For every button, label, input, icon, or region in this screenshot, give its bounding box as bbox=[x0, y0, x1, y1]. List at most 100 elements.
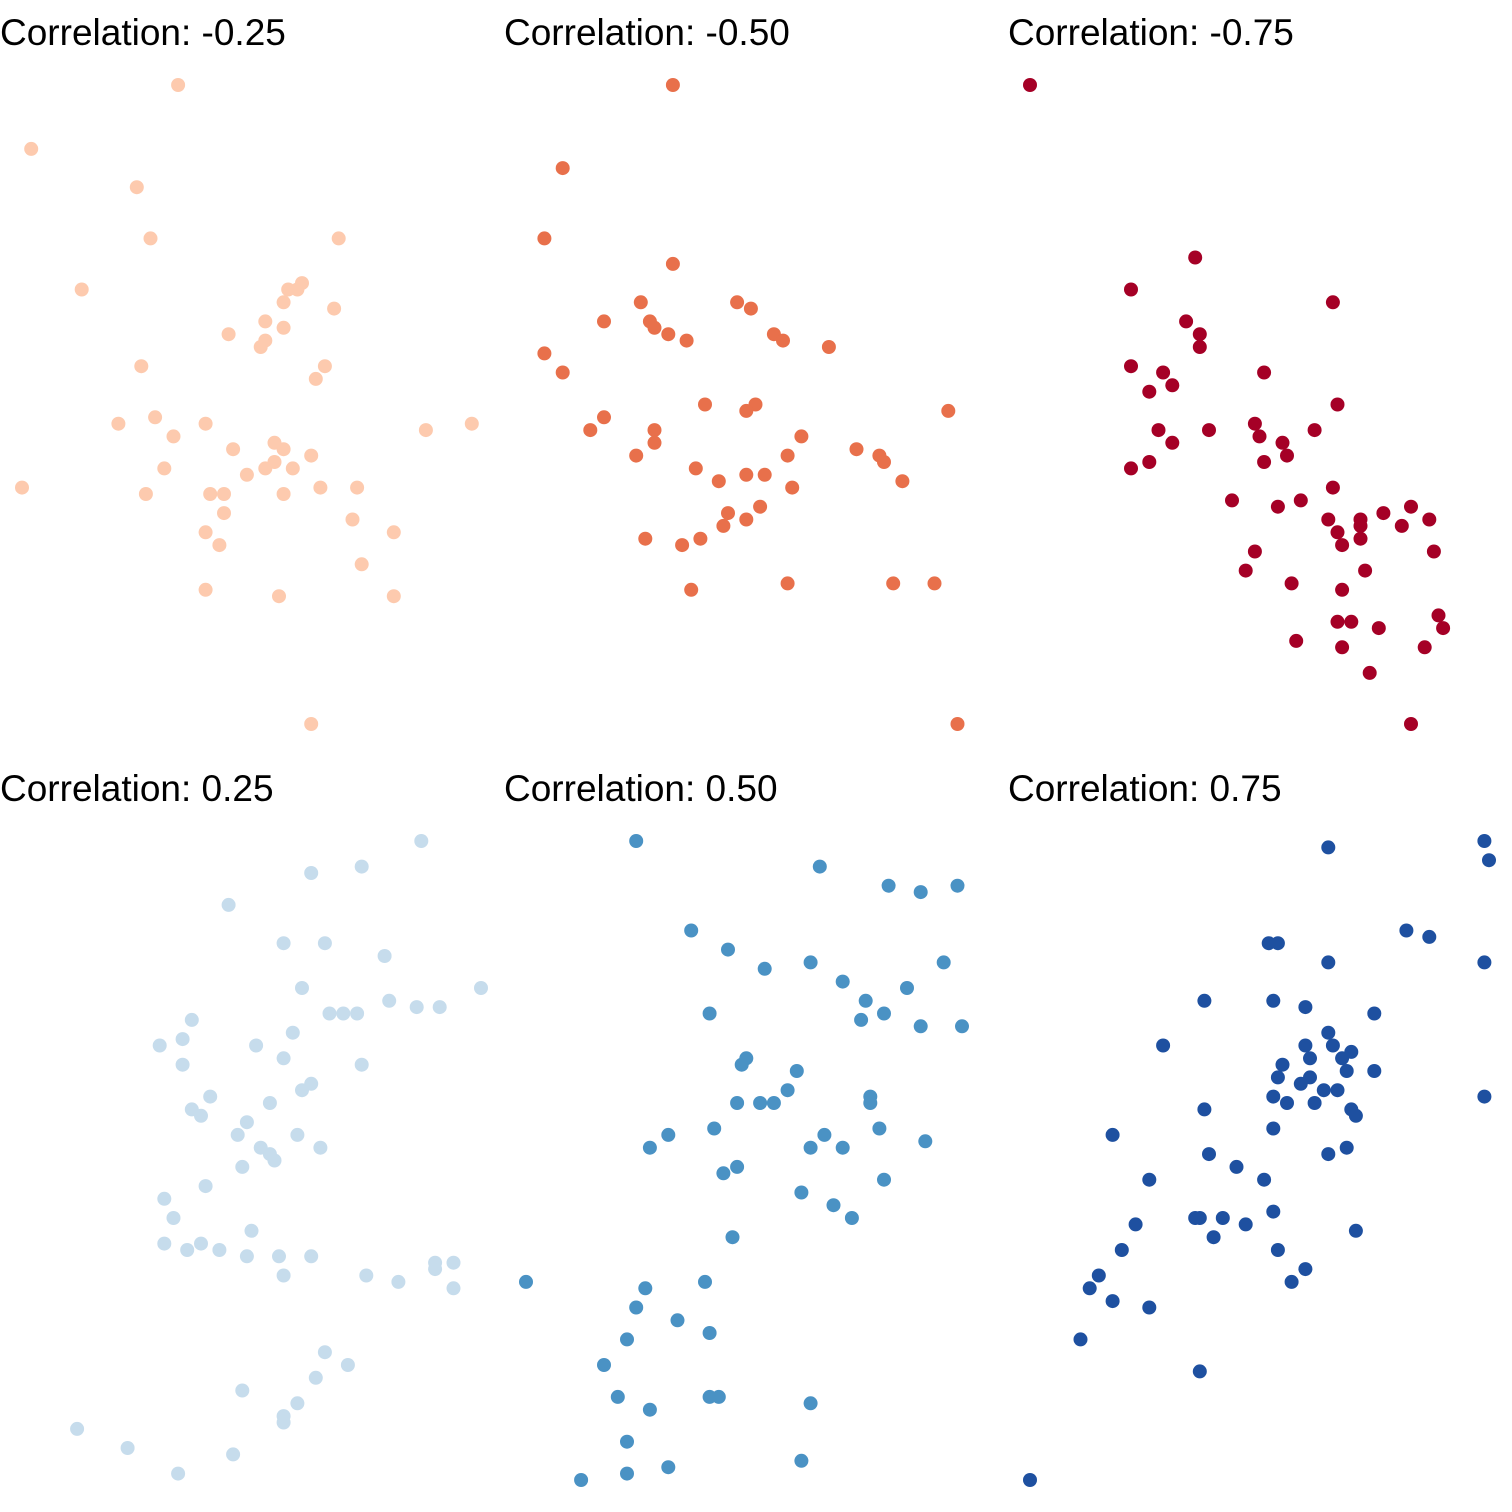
scatter-point bbox=[794, 429, 809, 444]
scatter-point bbox=[198, 582, 213, 597]
scatter-point bbox=[1270, 1070, 1285, 1085]
scatter-point bbox=[757, 467, 772, 482]
scatter-point bbox=[262, 1096, 277, 1110]
scatter-point bbox=[707, 1121, 722, 1136]
scatter-point bbox=[382, 993, 397, 1008]
scatter-point bbox=[730, 295, 745, 310]
scatter-point bbox=[239, 1115, 254, 1130]
scatter-point bbox=[1298, 1038, 1313, 1053]
scatter-point bbox=[184, 1012, 199, 1027]
scatter-point bbox=[304, 717, 319, 731]
scatter-point bbox=[194, 1108, 208, 1123]
scatter-point bbox=[1348, 1108, 1363, 1123]
panel-corr-neg-025: Correlation: -0.25 bbox=[0, 12, 479, 731]
scatter-point bbox=[1124, 359, 1138, 374]
scatter-point bbox=[272, 589, 286, 604]
scatter-point bbox=[230, 1127, 245, 1142]
scatter-point bbox=[409, 1000, 424, 1015]
scatter-point bbox=[1293, 493, 1308, 508]
scatter-point bbox=[716, 518, 731, 533]
scatter-point bbox=[1284, 1274, 1299, 1289]
scatter-point bbox=[743, 301, 758, 316]
scatter-point bbox=[1105, 1294, 1120, 1309]
scatter-point bbox=[432, 1000, 447, 1015]
scatter-point bbox=[120, 1441, 135, 1455]
scatter-point bbox=[267, 1153, 282, 1168]
panel-title: Correlation: -0.25 bbox=[0, 12, 286, 53]
scatter-point bbox=[239, 467, 254, 482]
scatter-point bbox=[336, 1006, 351, 1021]
scatter-point bbox=[276, 320, 291, 335]
scatter-point bbox=[285, 461, 300, 476]
scatter-point bbox=[766, 1096, 781, 1110]
scatter-point bbox=[1335, 640, 1350, 655]
scatter-point bbox=[1225, 493, 1239, 508]
scatter-point bbox=[171, 78, 186, 92]
scatter-point bbox=[235, 1383, 250, 1398]
scatter-point bbox=[331, 231, 346, 246]
scatter-point bbox=[721, 506, 735, 521]
scatter-point bbox=[753, 1096, 768, 1110]
scatter-point bbox=[221, 897, 236, 912]
scatter-point bbox=[753, 499, 768, 514]
scatter-point bbox=[684, 923, 699, 938]
panel-title: Correlation: 0.50 bbox=[504, 768, 778, 809]
scatter-point bbox=[1202, 423, 1216, 438]
scatter-point bbox=[1105, 1127, 1120, 1142]
scatter-point bbox=[794, 1453, 809, 1468]
scatter-point bbox=[633, 295, 648, 310]
scatter-point bbox=[826, 1198, 841, 1213]
scatter-point bbox=[1367, 1006, 1382, 1021]
scatter-point bbox=[295, 981, 309, 995]
scatter-point bbox=[642, 1140, 657, 1155]
scatter-point bbox=[1298, 1000, 1313, 1015]
scatter-point bbox=[638, 531, 653, 546]
scatter-point bbox=[803, 1140, 818, 1155]
scatter-point bbox=[918, 1134, 933, 1149]
scatter-point bbox=[872, 1121, 887, 1136]
scatter-point bbox=[1252, 429, 1267, 444]
scatter-point bbox=[1482, 853, 1496, 868]
scatter-point bbox=[1280, 448, 1294, 463]
scatter-point bbox=[950, 717, 965, 731]
scatter-point bbox=[276, 1409, 291, 1424]
scatter-point bbox=[258, 314, 273, 329]
scatter-point bbox=[1477, 834, 1492, 848]
scatter-point bbox=[739, 403, 754, 418]
scatter-point bbox=[780, 448, 795, 463]
scatter-point bbox=[1266, 1204, 1281, 1219]
scatter-point bbox=[803, 955, 818, 970]
scatter-point bbox=[665, 256, 680, 271]
panel-corr-pos-075: Correlation: 0.75 bbox=[1008, 768, 1496, 1487]
scatter-point bbox=[308, 371, 323, 386]
scatter-point bbox=[1247, 544, 1262, 559]
scatter-point bbox=[1280, 1096, 1294, 1110]
scatter-point bbox=[313, 480, 328, 495]
scatter-point bbox=[24, 141, 39, 156]
scatter-point bbox=[620, 1466, 634, 1481]
scatter-point bbox=[304, 448, 319, 463]
scatter-point bbox=[354, 859, 369, 874]
scatter-point bbox=[1124, 461, 1138, 476]
scatter-point bbox=[226, 1447, 241, 1462]
scatter-point bbox=[734, 1057, 749, 1072]
scatter-point bbox=[1394, 518, 1409, 533]
scatter-point bbox=[642, 1402, 657, 1417]
scatter-point bbox=[877, 455, 891, 469]
scatter-point bbox=[881, 878, 896, 893]
scatter-point bbox=[198, 525, 213, 540]
panel-title: Correlation: 0.75 bbox=[1008, 768, 1282, 809]
scatter-point bbox=[474, 981, 488, 995]
scatter-point bbox=[913, 1019, 928, 1034]
scatter-point bbox=[359, 1268, 374, 1283]
points-group bbox=[1023, 834, 1496, 1487]
scatter-point bbox=[340, 1358, 355, 1372]
scatter-point bbox=[166, 1211, 181, 1225]
points-group bbox=[15, 78, 479, 731]
scatter-point bbox=[1192, 1364, 1207, 1379]
scatter-point bbox=[716, 1166, 731, 1181]
panel-title: Correlation: -0.75 bbox=[1008, 12, 1294, 53]
scatter-point bbox=[157, 1236, 172, 1251]
scatter-point bbox=[157, 1191, 172, 1206]
scatter-point bbox=[670, 1313, 685, 1328]
